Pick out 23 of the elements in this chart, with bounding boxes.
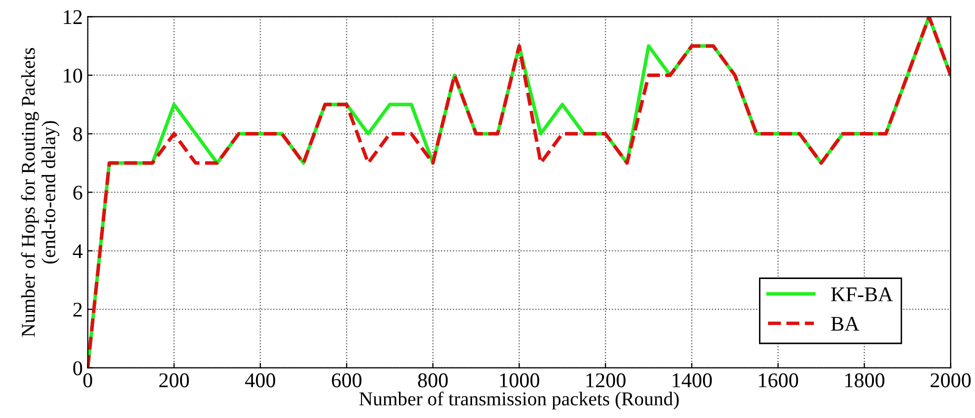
y-axis-title: Number of Hops for Routing Packets (end-to-end delay) bbox=[21, 48, 60, 337]
y-tick-label: 0 bbox=[73, 361, 82, 376]
x-tick-label: 2000 bbox=[930, 373, 971, 388]
legend-label: KF-BA bbox=[831, 287, 893, 302]
y-tick-label: 4 bbox=[72, 244, 83, 258]
x-tick-label: 800 bbox=[418, 373, 448, 388]
x-tick-label: 1800 bbox=[845, 373, 884, 388]
x-tick-label: 1200 bbox=[586, 373, 626, 388]
x-tick-label: 1400 bbox=[672, 373, 712, 388]
x-tick-label: 400 bbox=[245, 373, 276, 388]
x-tick-label: 1600 bbox=[759, 373, 798, 388]
y-tick-label: 8 bbox=[73, 127, 82, 142]
x-tick-label: 1000 bbox=[500, 373, 540, 388]
x-tick-label: 600 bbox=[332, 373, 362, 388]
y-tick-label: 2 bbox=[73, 302, 82, 317]
x-axis-title: Number of transmission packets (Round) bbox=[359, 392, 679, 410]
legend-label: BA bbox=[831, 316, 860, 331]
y-tick-label: 10 bbox=[64, 68, 82, 83]
y-tick-label: 12 bbox=[64, 10, 82, 24]
x-tick-label: 200 bbox=[159, 373, 189, 388]
y-tick-label: 6 bbox=[73, 186, 82, 200]
line-series bbox=[88, 16, 951, 368]
x-tick-label: 0 bbox=[83, 373, 92, 388]
